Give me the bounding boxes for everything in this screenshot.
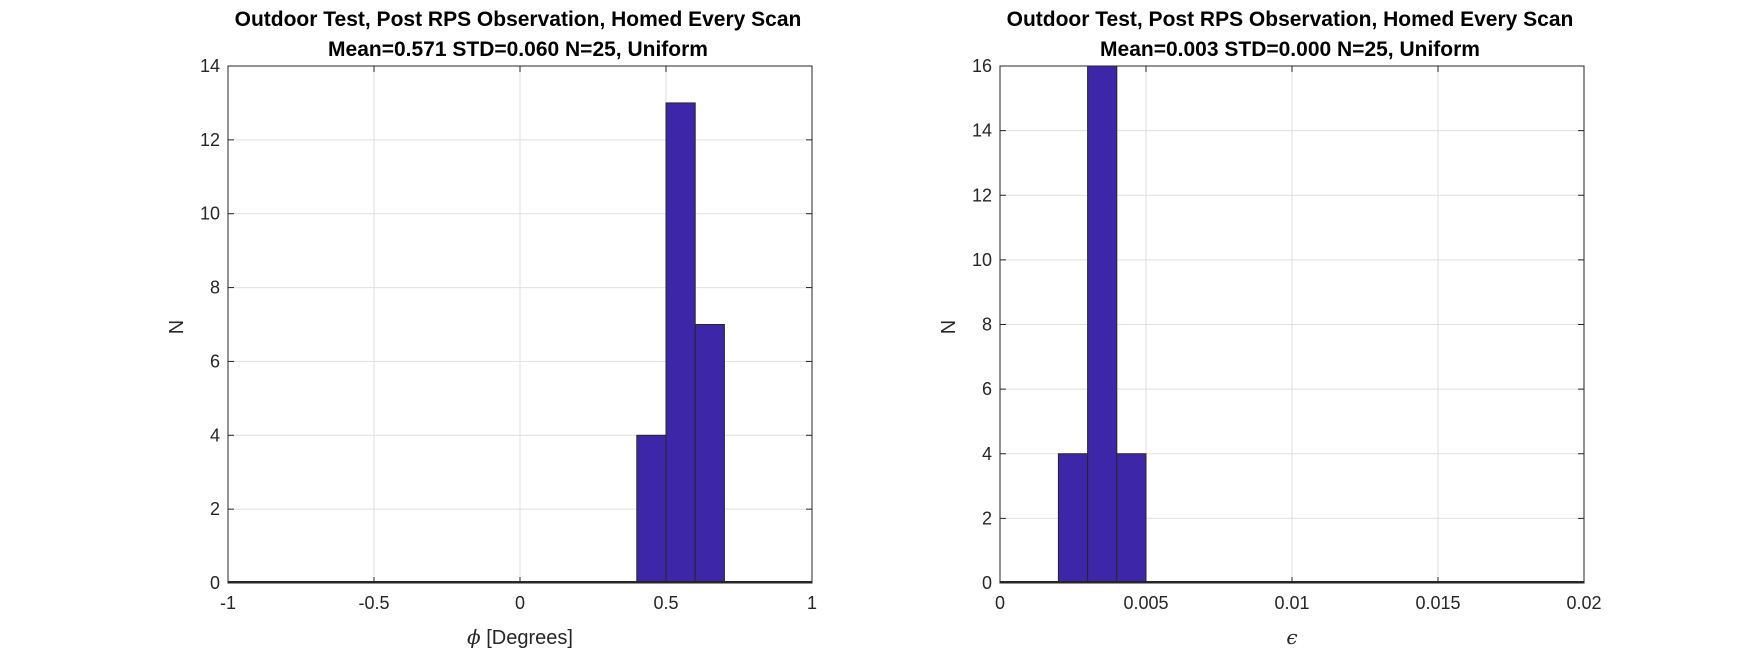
- histogram-bar: [1087, 65, 1118, 584]
- histogram-bar: [636, 434, 667, 584]
- x-tick-label: 0.01: [1274, 593, 1309, 613]
- y-tick-label: 12: [972, 185, 992, 205]
- chart-title: Outdoor Test, Post RPS Observation, Home…: [1007, 8, 1574, 31]
- y-tick-labels: 0 2 4 6 8 10 12 14 16: [972, 56, 992, 593]
- x-axis-label: ϵ: [1286, 625, 1297, 649]
- histogram-phi: Outdoor Test, Post RPS Observation, Home…: [166, 8, 817, 649]
- y-tick-label: 2: [982, 508, 992, 528]
- y-tick-label: 14: [972, 121, 992, 141]
- tick-marks: [227, 65, 813, 584]
- y-tick-label: 4: [210, 425, 220, 445]
- chart-subtitle: Mean=0.571 STD=0.060 N=25, Uniform: [328, 38, 708, 61]
- y-tick-label: 14: [200, 56, 220, 76]
- chart-title: Outdoor Test, Post RPS Observation, Home…: [235, 8, 802, 31]
- x-tick-label: 0: [515, 593, 525, 613]
- x-tick-label: 0.5: [653, 593, 678, 613]
- y-axis-label: N: [938, 320, 960, 334]
- chart-subtitle: Mean=0.003 STD=0.000 N=25, Uniform: [1100, 38, 1480, 61]
- y-tick-label: 0: [210, 573, 220, 593]
- x-tick-label: 0.005: [1123, 593, 1168, 613]
- y-tick-labels: 0 2 4 6 8 10 12 14: [200, 56, 220, 593]
- bars: [228, 102, 812, 584]
- x-axis-symbol: ϵ: [1286, 625, 1297, 649]
- x-axis-symbol: ϕ: [467, 625, 481, 649]
- x-tick-labels: 0 0.005 0.01 0.015 0.02: [995, 593, 1602, 613]
- x-tick-label: 0.015: [1415, 593, 1460, 613]
- y-tick-label: 6: [982, 379, 992, 399]
- y-tick-label: 10: [200, 204, 220, 224]
- x-axis-label: ϕ [Degrees]: [467, 625, 573, 649]
- x-tick-label: 0.02: [1566, 593, 1601, 613]
- x-tick-label: 1: [807, 593, 817, 613]
- y-axis-label: N: [166, 320, 188, 334]
- y-tick-label: 10: [972, 250, 992, 270]
- y-tick-label: 6: [210, 351, 220, 371]
- y-tick-label: 16: [972, 56, 992, 76]
- histogram-epsilon: Outdoor Test, Post RPS Observation, Home…: [938, 8, 1602, 649]
- y-tick-label: 0: [982, 573, 992, 593]
- x-tick-label: 0: [995, 593, 1005, 613]
- histogram-bar: [694, 324, 725, 584]
- y-tick-label: 2: [210, 499, 220, 519]
- y-tick-label: 12: [200, 130, 220, 150]
- y-tick-label: 8: [982, 315, 992, 335]
- tick-marks: [999, 65, 1585, 584]
- histogram-bar: [1057, 453, 1089, 584]
- x-tick-labels: -1 -0.5 0 0.5 1: [220, 593, 817, 613]
- y-tick-label: 4: [982, 444, 992, 464]
- y-tick-label: 8: [210, 278, 220, 298]
- histogram-bar: [665, 102, 696, 584]
- histogram-bar: [1116, 453, 1147, 584]
- x-tick-label: -0.5: [358, 593, 389, 613]
- x-tick-label: -1: [220, 593, 236, 613]
- x-axis-unit: [Degrees]: [481, 627, 573, 649]
